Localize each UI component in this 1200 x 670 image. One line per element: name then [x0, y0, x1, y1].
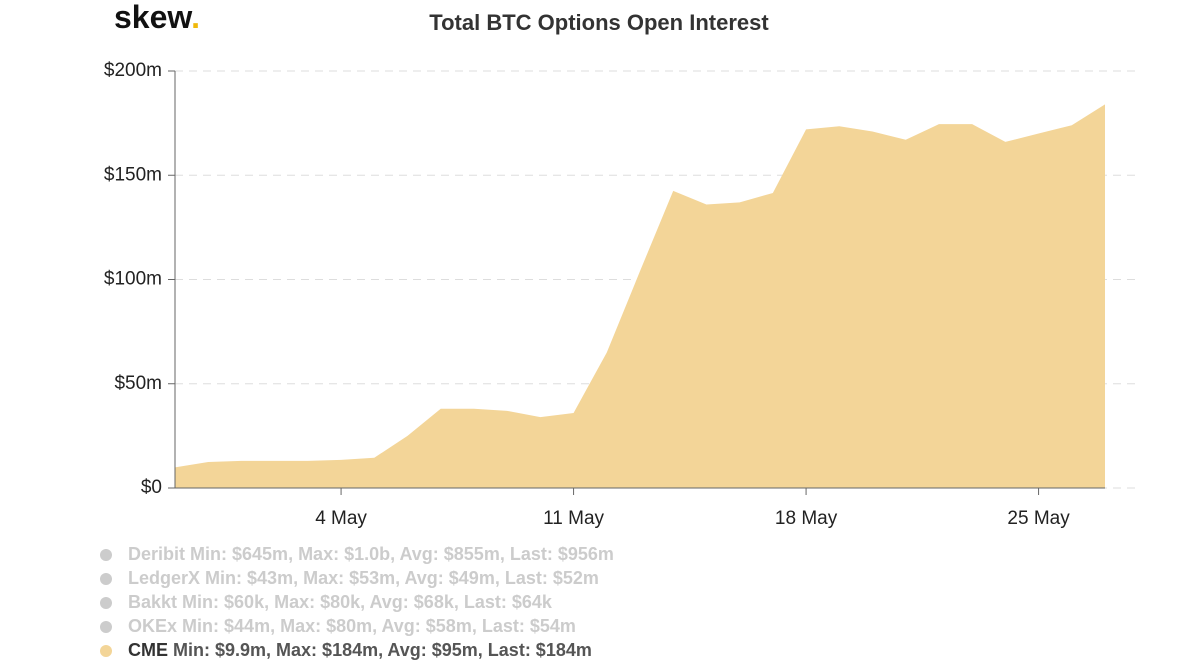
legend-stats: Min: $44m, Max: $80m, Avg: $58m, Last: $… — [182, 616, 576, 636]
legend-marker — [100, 597, 112, 609]
x-tick-label: 25 May — [1007, 508, 1070, 529]
legend-stats: Min: $60k, Max: $80k, Avg: $68k, Last: $… — [182, 592, 553, 612]
legend-stats: Min: $43m, Max: $53m, Avg: $49m, Last: $… — [205, 568, 599, 588]
legend-item[interactable]: Deribit Min: $645m, Max: $1.0b, Avg: $85… — [128, 544, 614, 564]
legend-name: OKEx — [128, 616, 177, 636]
legend-marker — [100, 621, 112, 633]
legend-name: Deribit — [128, 544, 185, 564]
y-tick-label: $100m — [104, 269, 162, 290]
legend-marker — [100, 573, 112, 585]
legend-item[interactable]: Bakkt Min: $60k, Max: $80k, Avg: $68k, L… — [128, 592, 553, 612]
area — [175, 104, 1105, 489]
brand-name: skew — [114, 0, 192, 35]
legend-item[interactable]: OKEx Min: $44m, Max: $80m, Avg: $58m, La… — [128, 616, 576, 636]
legend-marker — [100, 549, 112, 561]
x-tick-label: 11 May — [543, 508, 604, 529]
legend-item[interactable]: LedgerX Min: $43m, Max: $53m, Avg: $49m,… — [128, 568, 599, 588]
chart-title: Total BTC Options Open Interest — [429, 10, 769, 35]
legend-marker — [100, 645, 112, 657]
legend-item[interactable]: CME Min: $9.9m, Max: $184m, Avg: $95m, L… — [128, 640, 592, 660]
legend-stats: Min: $9.9m, Max: $184m, Avg: $95m, Last:… — [173, 640, 592, 660]
y-tick-label: $0 — [141, 477, 162, 498]
brand-dot: . — [191, 0, 200, 35]
legend-name: CME — [128, 640, 168, 660]
y-tick-label: $50m — [114, 373, 162, 394]
legend-name: Bakkt — [128, 592, 177, 612]
legend-name: LedgerX — [128, 568, 200, 588]
legend-stats: Min: $645m, Max: $1.0b, Avg: $855m, Last… — [190, 544, 614, 564]
brand-logo: skew. — [114, 0, 200, 35]
y-tick-label: $200m — [104, 60, 162, 81]
y-tick-label: $150m — [104, 164, 162, 185]
x-tick-label: 18 May — [775, 508, 838, 529]
x-tick-label: 4 May — [315, 508, 367, 529]
